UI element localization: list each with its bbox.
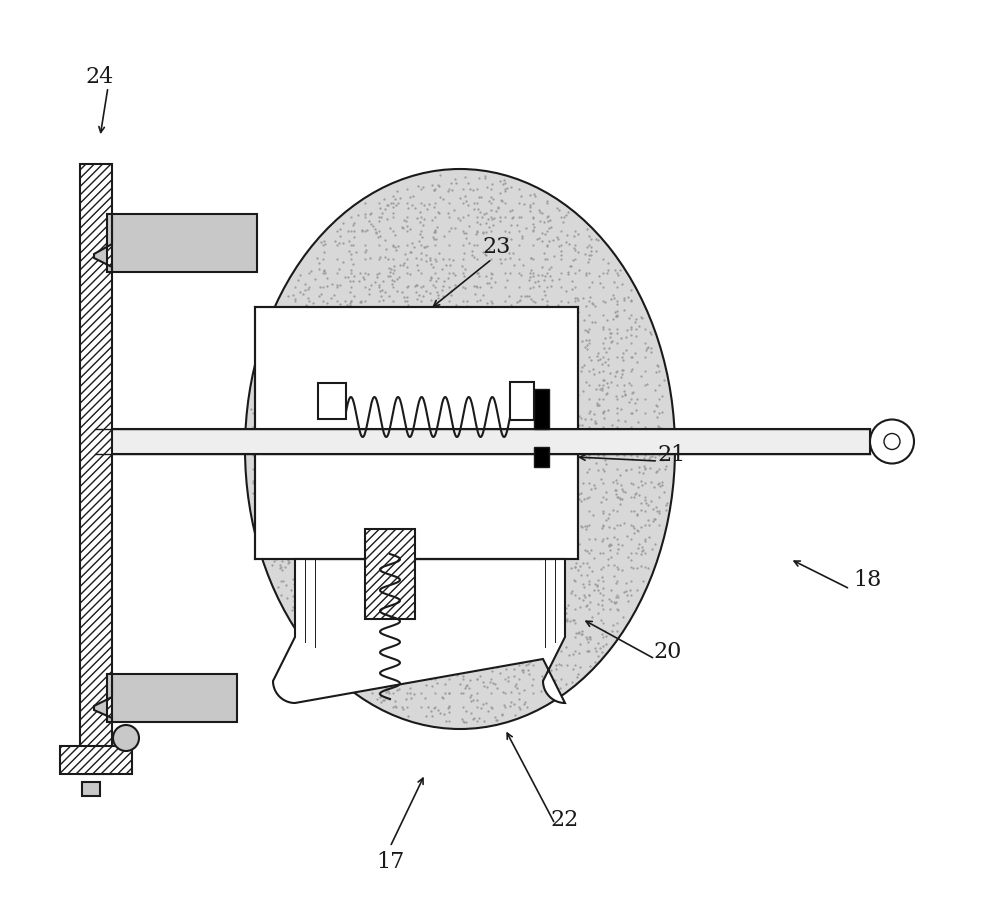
Circle shape — [870, 420, 914, 464]
Text: 24: 24 — [86, 66, 114, 88]
Bar — [318, 384, 346, 420]
Polygon shape — [94, 215, 112, 273]
Text: 17: 17 — [376, 850, 404, 872]
Text: 18: 18 — [854, 568, 882, 591]
Polygon shape — [94, 675, 112, 722]
Bar — [95, 430, 870, 454]
Bar — [365, 529, 415, 619]
Circle shape — [113, 725, 139, 751]
Bar — [255, 308, 578, 559]
Bar — [80, 165, 112, 774]
Bar — [60, 746, 132, 774]
Polygon shape — [273, 559, 565, 703]
Text: 22: 22 — [551, 808, 579, 830]
Bar — [534, 448, 549, 468]
Bar — [534, 389, 549, 430]
Ellipse shape — [245, 170, 675, 730]
Text: 20: 20 — [654, 640, 682, 662]
Bar — [510, 383, 534, 421]
Bar — [112, 215, 257, 273]
Bar — [112, 675, 237, 722]
Text: 23: 23 — [483, 236, 511, 257]
Bar — [82, 782, 100, 796]
Circle shape — [884, 434, 900, 450]
Text: 21: 21 — [658, 443, 686, 465]
